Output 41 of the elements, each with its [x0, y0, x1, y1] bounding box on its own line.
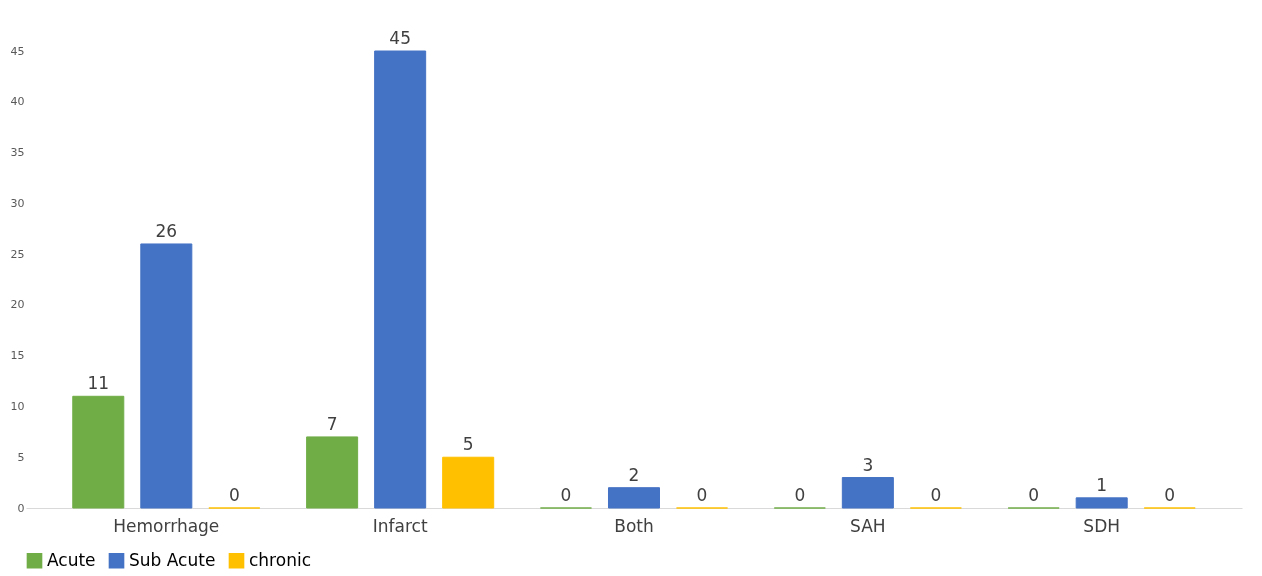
bar: [607, 487, 661, 509]
bar: [72, 395, 125, 509]
data-label: 11: [87, 373, 110, 394]
bar: [442, 456, 495, 509]
x-tick-label: Infarct: [372, 515, 428, 536]
bar: [841, 477, 894, 509]
data-label: 0: [228, 485, 240, 505]
bar: [306, 436, 359, 509]
bar: [1075, 497, 1128, 509]
data-label: 26: [155, 220, 178, 241]
y-tick-label: 0: [17, 501, 25, 515]
data-label: 0: [1028, 485, 1040, 505]
y-tick-label: 40: [10, 95, 25, 109]
y-tick-label: 5: [17, 450, 25, 464]
x-tick-label: SDH: [1083, 515, 1121, 536]
data-label: 2: [628, 464, 640, 485]
data-label: 7: [326, 413, 338, 434]
x-tick-label: Hemorrhage: [113, 515, 220, 536]
y-tick-label: 45: [10, 44, 25, 58]
x-tick-label: Both: [614, 515, 654, 536]
data-label: 0: [560, 485, 572, 505]
bar: [374, 50, 427, 509]
x-tick-label: SAH: [850, 515, 886, 536]
data-label: 0: [1164, 485, 1176, 505]
bar: [140, 243, 193, 509]
y-tick-label: 15: [10, 349, 25, 363]
y-tick-label: 30: [10, 196, 25, 210]
data-label: 5: [462, 434, 474, 455]
legend-label: Sub Acute: [129, 549, 216, 570]
legend-label: chronic: [249, 549, 311, 570]
y-tick-label: 25: [10, 247, 25, 261]
y-tick-label: 35: [10, 146, 25, 160]
data-label: 0: [696, 485, 708, 505]
data-label: 3: [862, 454, 874, 475]
data-label: 0: [794, 485, 806, 505]
data-label: 1: [1096, 474, 1108, 495]
legend-label: Acute: [47, 549, 96, 570]
data-label: 0: [930, 485, 942, 505]
y-tick-label: 10: [10, 399, 25, 413]
data-label: 45: [389, 28, 411, 48]
y-tick-label: 20: [10, 298, 25, 312]
